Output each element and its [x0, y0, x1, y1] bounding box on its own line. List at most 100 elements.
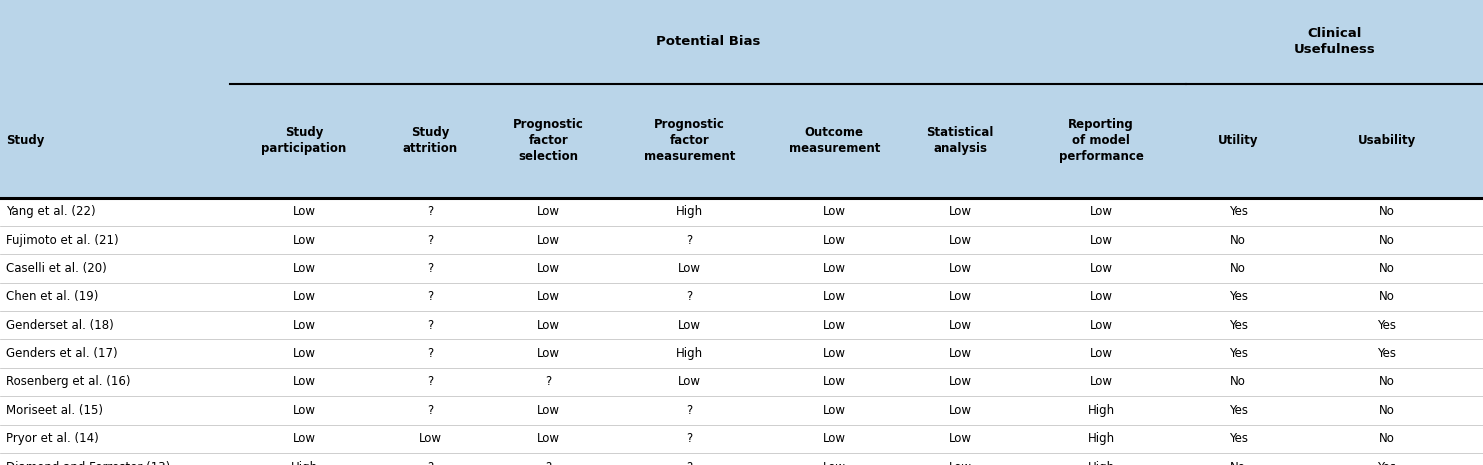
Text: Yes: Yes — [1378, 347, 1396, 360]
Text: Low: Low — [1090, 376, 1112, 388]
Text: High: High — [291, 461, 317, 465]
Text: ?: ? — [427, 262, 433, 275]
Text: No: No — [1379, 234, 1394, 246]
Text: Low: Low — [949, 234, 971, 246]
Text: No: No — [1379, 376, 1394, 388]
Text: Low: Low — [949, 376, 971, 388]
Text: Low: Low — [678, 262, 701, 275]
Text: Yang et al. (22): Yang et al. (22) — [6, 206, 95, 218]
Text: Low: Low — [949, 461, 971, 465]
Text: Statistical
analysis: Statistical analysis — [927, 126, 994, 155]
Text: Low: Low — [292, 206, 316, 218]
Text: Study
participation: Study participation — [261, 126, 347, 155]
Text: High: High — [676, 206, 703, 218]
Text: Low: Low — [823, 234, 845, 246]
Text: Clinical
Usefulness: Clinical Usefulness — [1293, 27, 1376, 56]
Text: Prognostic
factor
selection: Prognostic factor selection — [513, 118, 584, 163]
Text: Reporting
of model
performance: Reporting of model performance — [1059, 118, 1143, 163]
Text: High: High — [1087, 461, 1115, 465]
Text: Prognostic
factor
measurement: Prognostic factor measurement — [644, 118, 736, 163]
Text: Low: Low — [292, 234, 316, 246]
Text: Low: Low — [949, 347, 971, 360]
Text: Low: Low — [292, 404, 316, 417]
Text: ?: ? — [546, 376, 552, 388]
Text: Low: Low — [949, 432, 971, 445]
Text: Outcome
measurement: Outcome measurement — [789, 126, 879, 155]
Text: Study
attrition: Study attrition — [402, 126, 458, 155]
Text: Low: Low — [949, 404, 971, 417]
Text: Low: Low — [823, 461, 845, 465]
Text: Low: Low — [537, 234, 561, 246]
Text: ?: ? — [687, 291, 693, 303]
Text: ?: ? — [427, 376, 433, 388]
Text: Low: Low — [678, 319, 701, 332]
Text: No: No — [1379, 206, 1394, 218]
Text: Low: Low — [292, 319, 316, 332]
Text: Low: Low — [1090, 347, 1112, 360]
Text: ?: ? — [427, 206, 433, 218]
Text: Yes: Yes — [1229, 291, 1247, 303]
Text: Genders et al. (17): Genders et al. (17) — [6, 347, 117, 360]
Text: Yes: Yes — [1229, 404, 1247, 417]
Text: Low: Low — [537, 404, 561, 417]
Text: Low: Low — [949, 319, 971, 332]
Text: Rosenberg et al. (16): Rosenberg et al. (16) — [6, 376, 131, 388]
Text: Usability: Usability — [1357, 134, 1416, 147]
Text: No: No — [1231, 234, 1246, 246]
Text: Low: Low — [823, 404, 845, 417]
Text: Low: Low — [1090, 262, 1112, 275]
Text: Low: Low — [1090, 291, 1112, 303]
Text: ?: ? — [687, 234, 693, 246]
Text: Yes: Yes — [1378, 461, 1396, 465]
Text: Low: Low — [537, 319, 561, 332]
Text: Low: Low — [1090, 206, 1112, 218]
Text: Utility: Utility — [1218, 134, 1259, 147]
Text: No: No — [1231, 461, 1246, 465]
Text: Study: Study — [6, 134, 44, 147]
Text: Low: Low — [949, 262, 971, 275]
Text: Low: Low — [292, 432, 316, 445]
Text: No: No — [1379, 291, 1394, 303]
Text: ?: ? — [687, 404, 693, 417]
Text: Low: Low — [823, 347, 845, 360]
Text: Low: Low — [537, 291, 561, 303]
Text: Low: Low — [949, 206, 971, 218]
Text: Potential Bias: Potential Bias — [655, 35, 761, 48]
Text: Pryor et al. (14): Pryor et al. (14) — [6, 432, 99, 445]
Text: Low: Low — [537, 432, 561, 445]
Text: No: No — [1231, 376, 1246, 388]
Text: Low: Low — [418, 432, 442, 445]
Text: Low: Low — [678, 376, 701, 388]
Text: Yes: Yes — [1229, 206, 1247, 218]
Text: Low: Low — [292, 347, 316, 360]
Text: No: No — [1379, 404, 1394, 417]
Bar — [0, 198, 1483, 465]
Text: Low: Low — [823, 291, 845, 303]
Text: Low: Low — [823, 262, 845, 275]
Text: Low: Low — [292, 291, 316, 303]
Text: Fujimoto et al. (21): Fujimoto et al. (21) — [6, 234, 119, 246]
Text: High: High — [1087, 432, 1115, 445]
Text: ?: ? — [427, 347, 433, 360]
Text: High: High — [676, 347, 703, 360]
Text: Yes: Yes — [1229, 347, 1247, 360]
Text: Low: Low — [823, 432, 845, 445]
Text: Genderset al. (18): Genderset al. (18) — [6, 319, 114, 332]
Text: Low: Low — [823, 376, 845, 388]
Text: Low: Low — [1090, 319, 1112, 332]
Text: Low: Low — [292, 376, 316, 388]
Text: Low: Low — [1090, 234, 1112, 246]
Text: Low: Low — [823, 319, 845, 332]
Text: Yes: Yes — [1378, 319, 1396, 332]
Text: ?: ? — [427, 319, 433, 332]
Text: ?: ? — [546, 461, 552, 465]
Text: ?: ? — [687, 432, 693, 445]
Text: Moriseet al. (15): Moriseet al. (15) — [6, 404, 102, 417]
Text: Diamond and Forrester (13): Diamond and Forrester (13) — [6, 461, 171, 465]
Text: ?: ? — [427, 404, 433, 417]
Text: No: No — [1379, 432, 1394, 445]
Text: Low: Low — [292, 262, 316, 275]
Text: Yes: Yes — [1229, 432, 1247, 445]
Text: Low: Low — [537, 347, 561, 360]
Text: ?: ? — [427, 234, 433, 246]
